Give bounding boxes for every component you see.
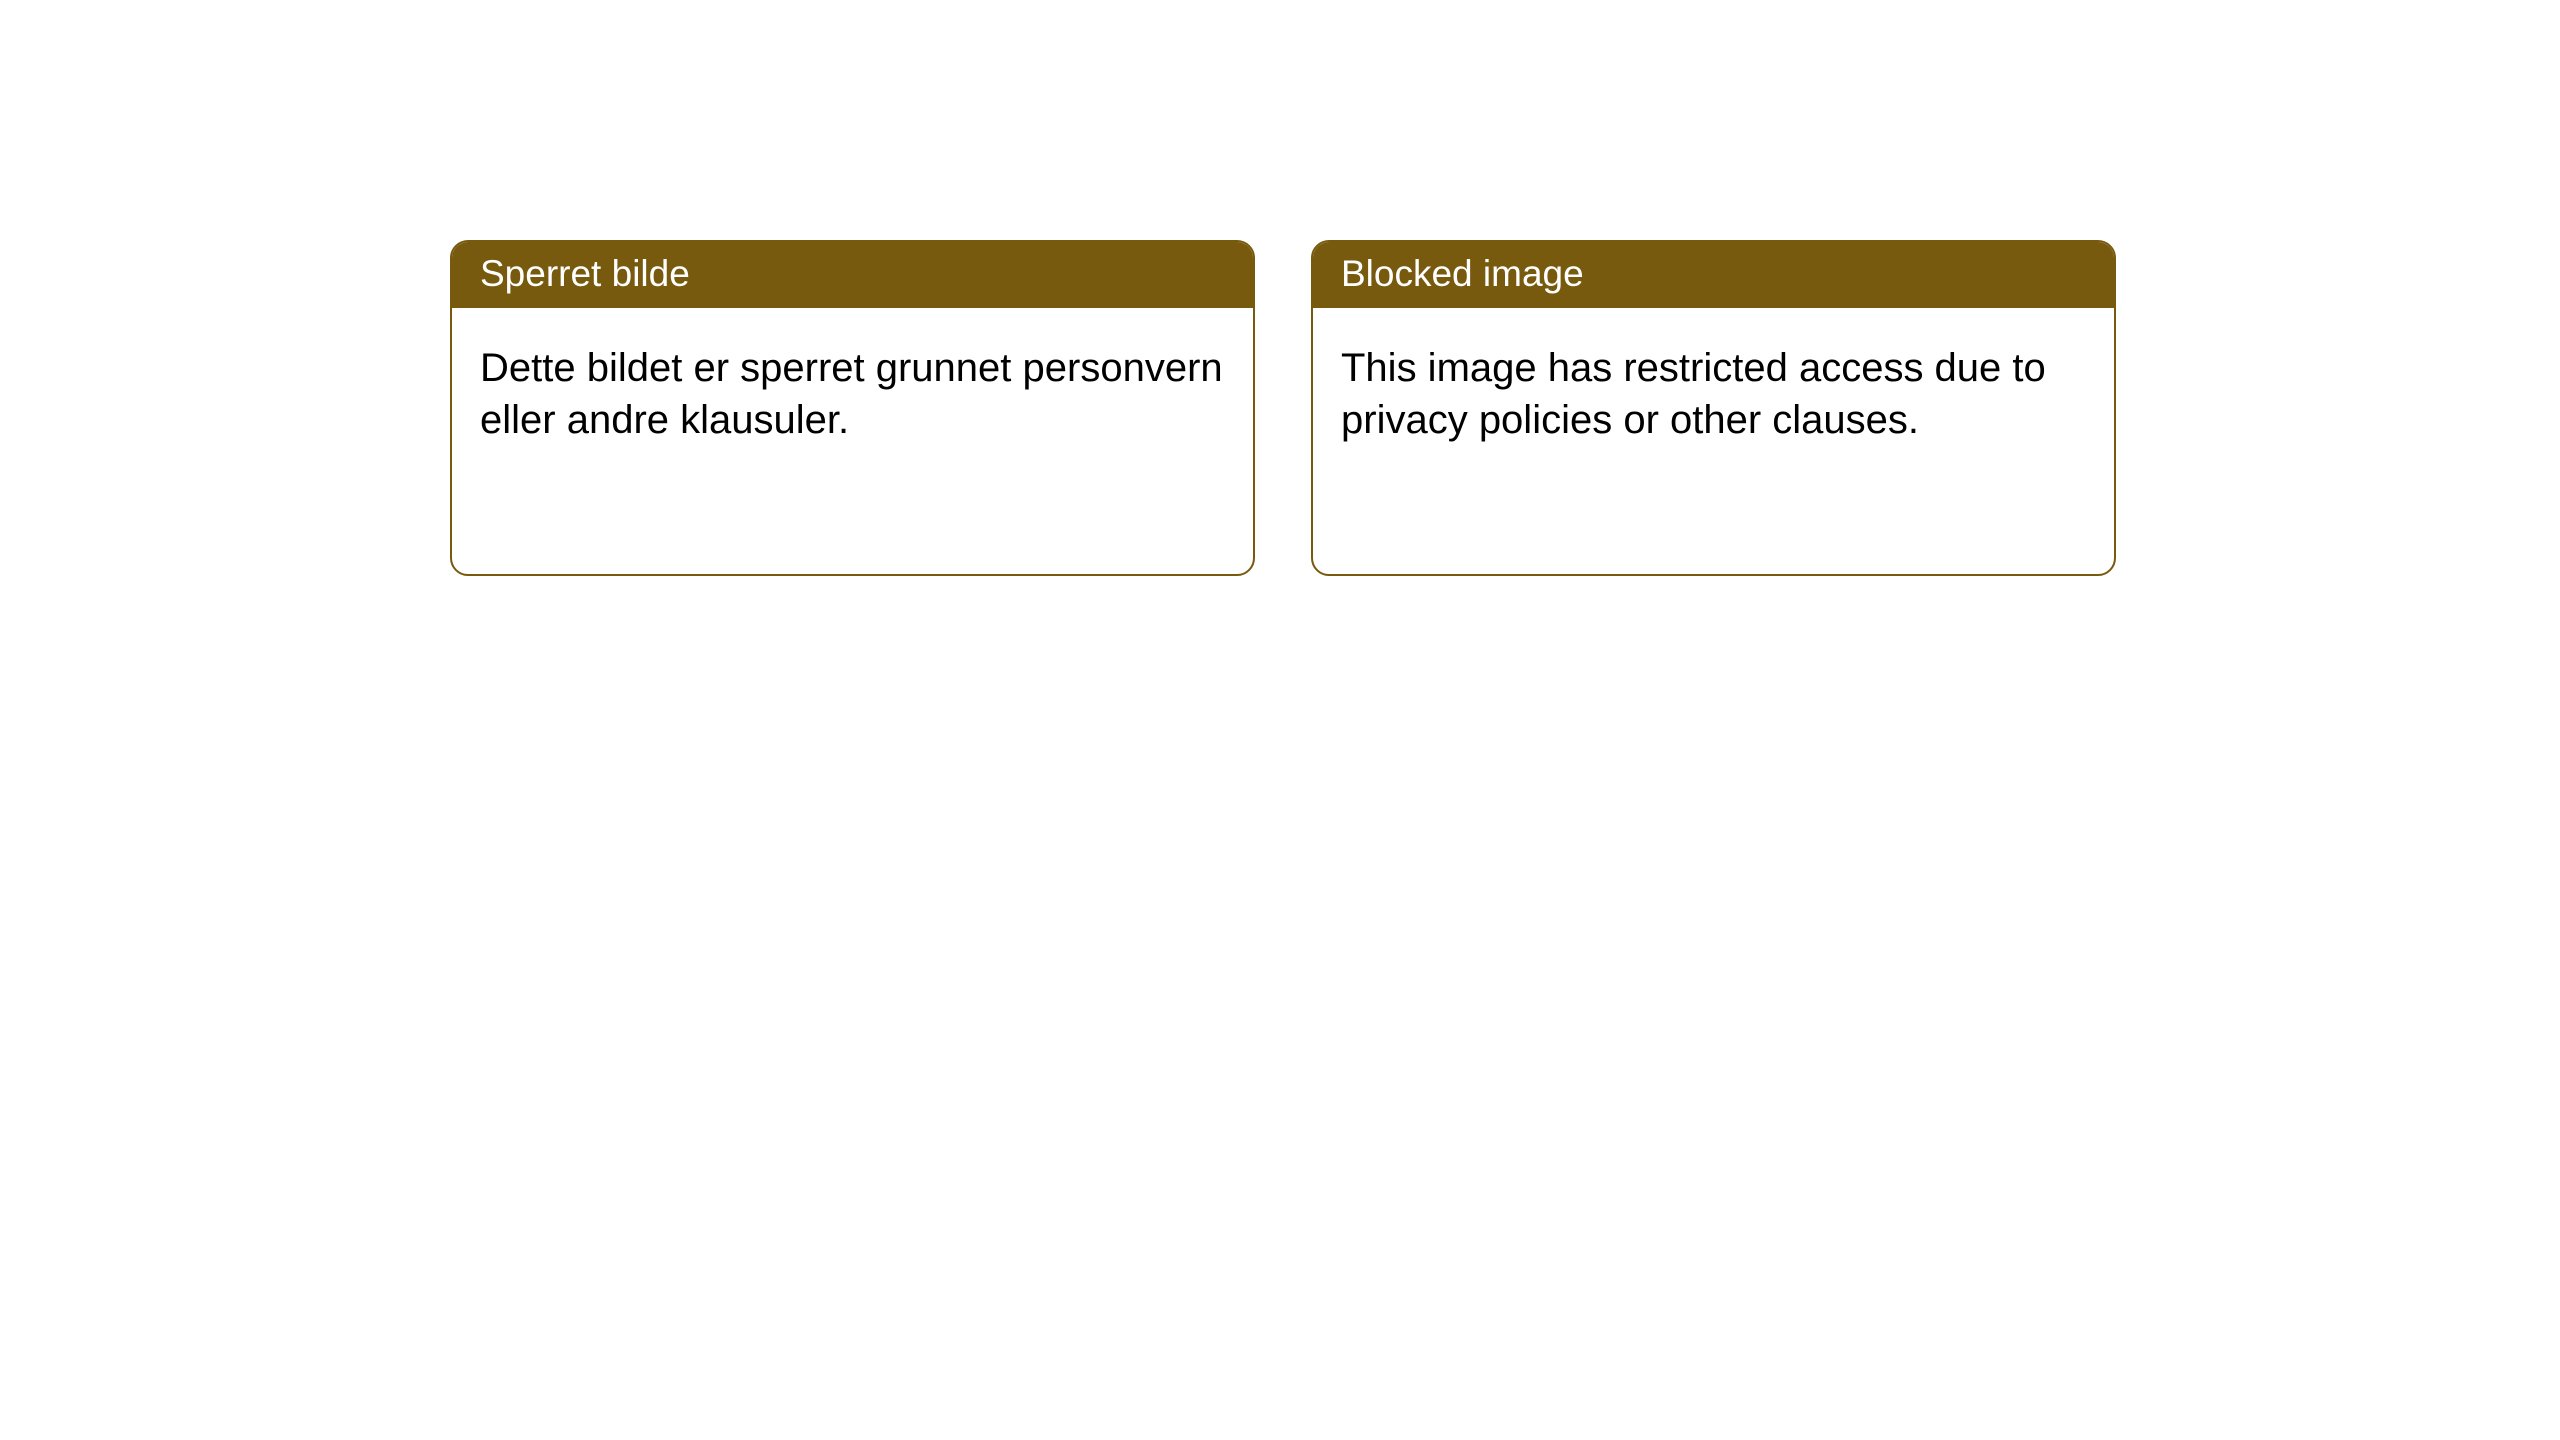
notice-card-norwegian: Sperret bilde Dette bildet er sperret gr… bbox=[450, 240, 1255, 576]
notice-card-title: Sperret bilde bbox=[452, 242, 1253, 308]
notice-card-body: Dette bildet er sperret grunnet personve… bbox=[452, 308, 1253, 474]
notice-card-english: Blocked image This image has restricted … bbox=[1311, 240, 2116, 576]
notice-container: Sperret bilde Dette bildet er sperret gr… bbox=[0, 0, 2560, 576]
notice-card-body: This image has restricted access due to … bbox=[1313, 308, 2114, 474]
notice-card-title: Blocked image bbox=[1313, 242, 2114, 308]
